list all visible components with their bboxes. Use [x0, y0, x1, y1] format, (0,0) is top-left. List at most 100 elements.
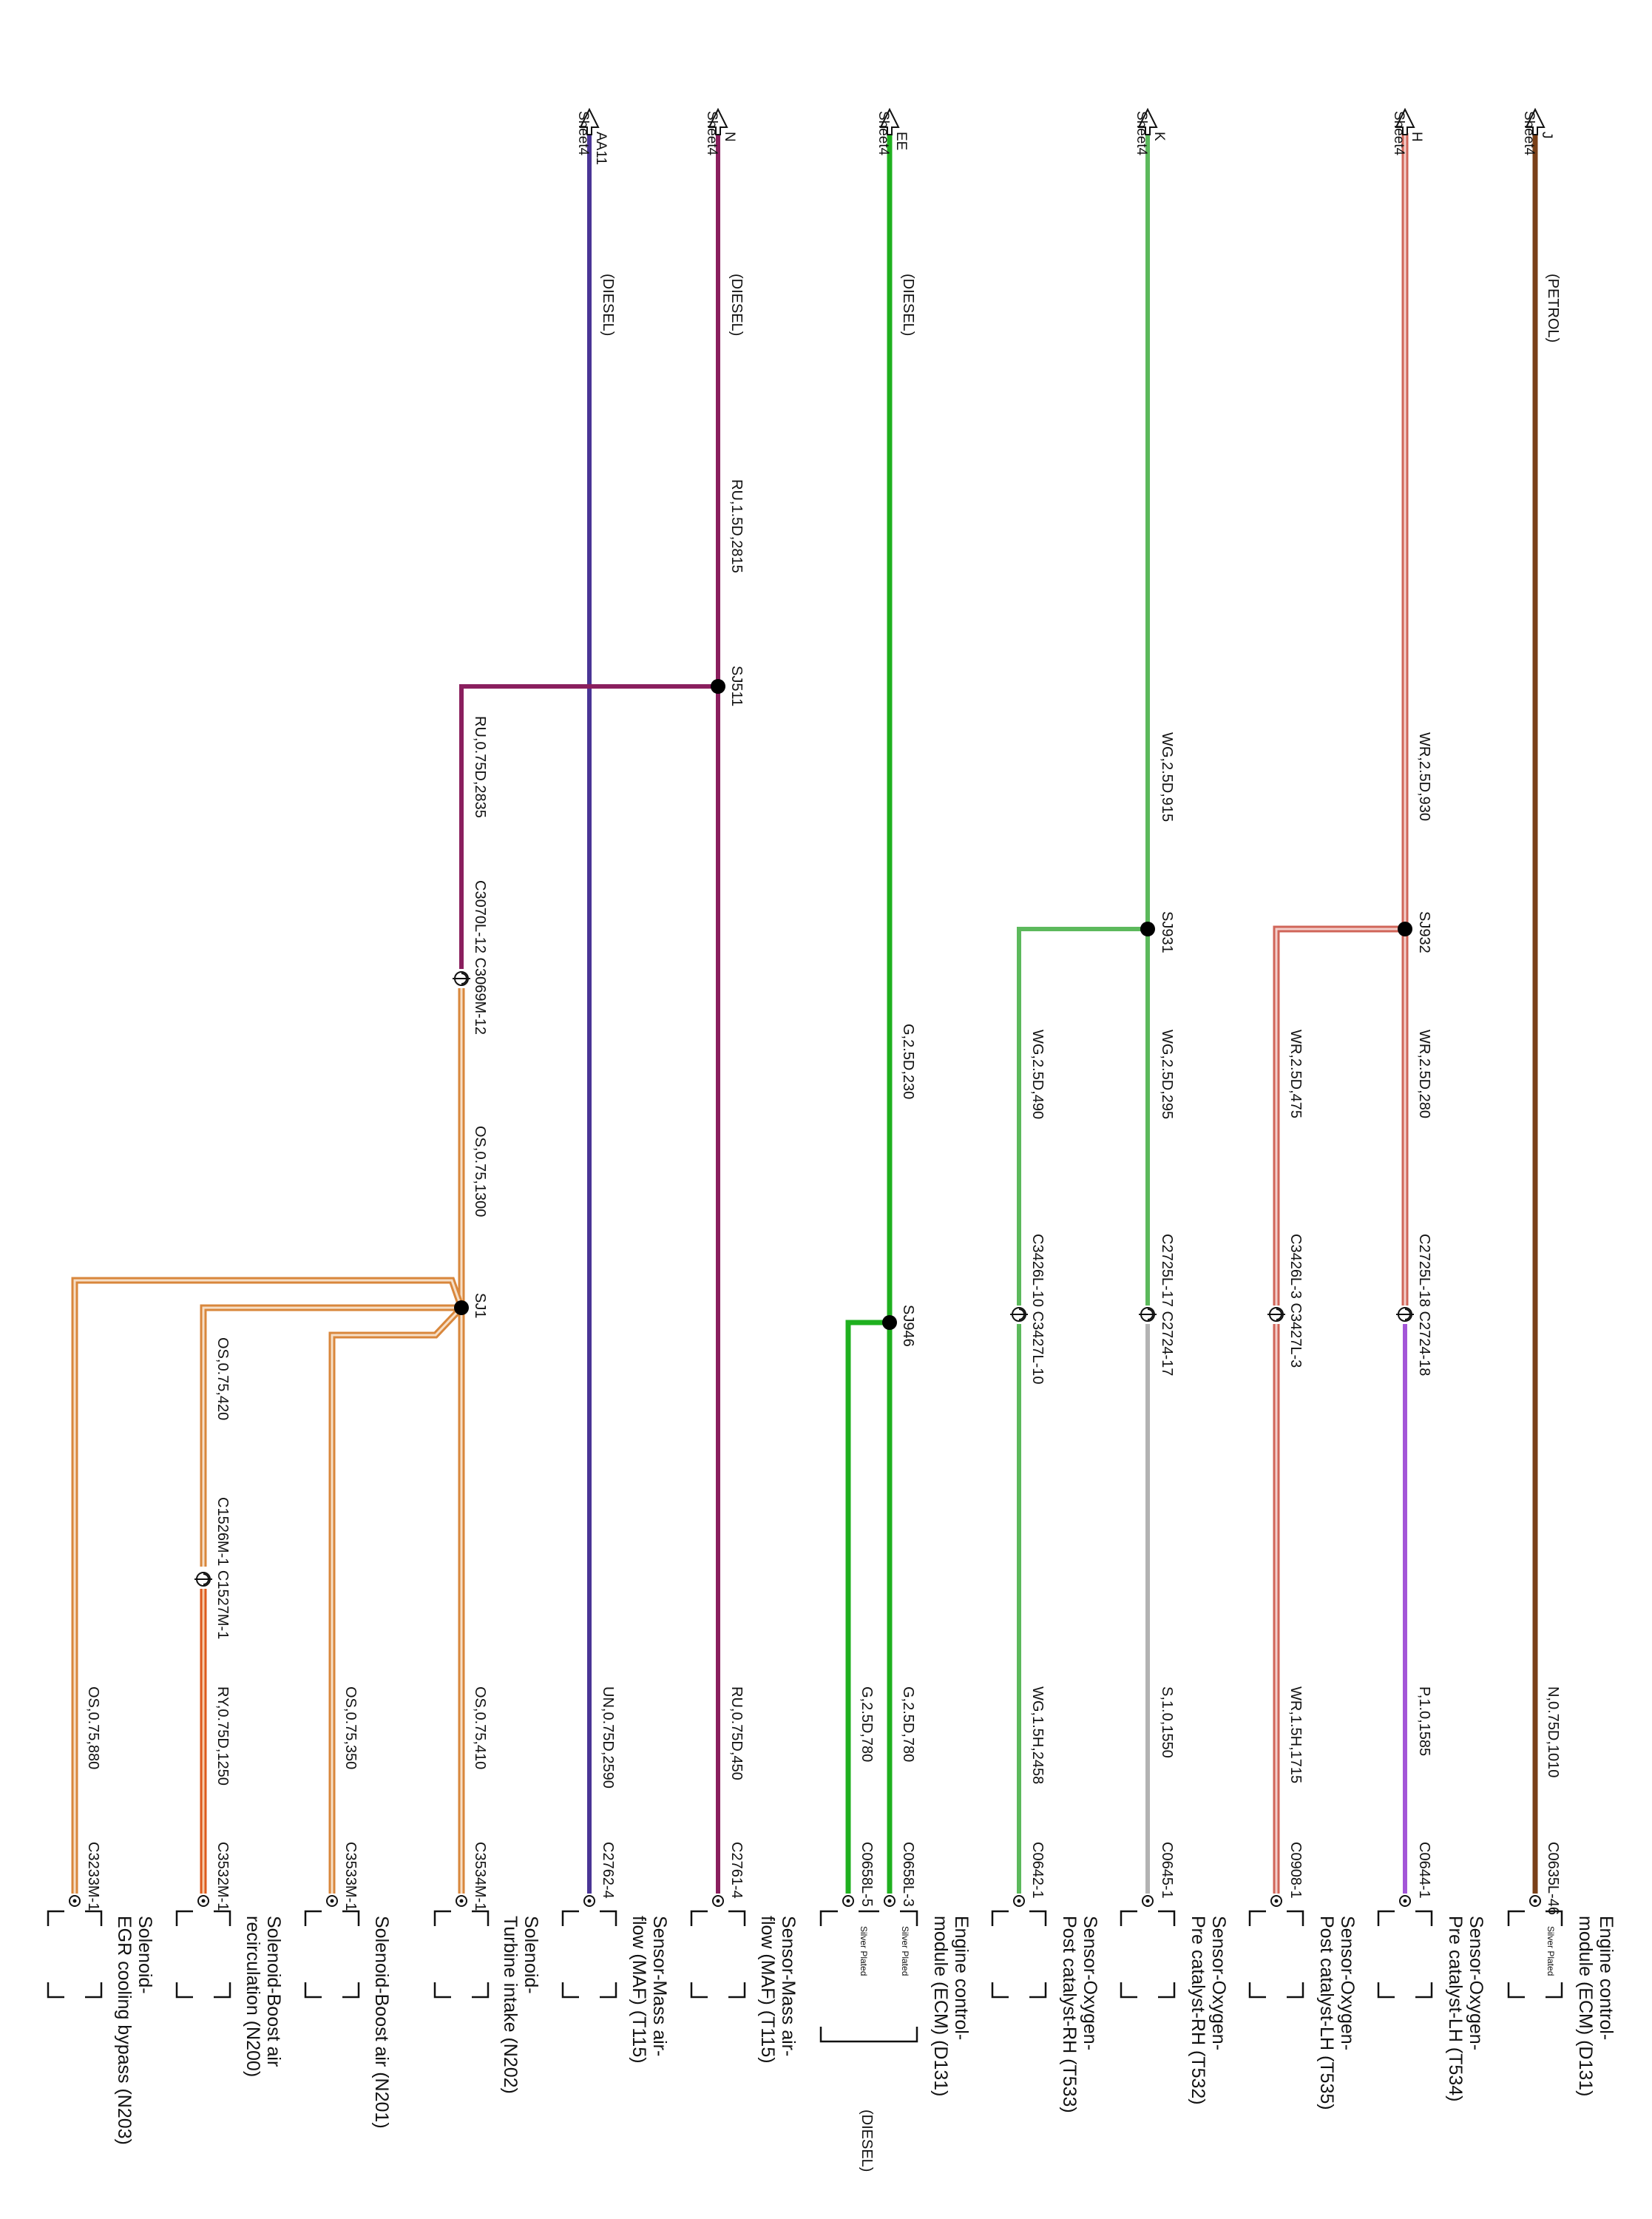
wire-os-group	[71, 988, 465, 1894]
connector-label: C3534M-1	[472, 1842, 488, 1911]
splice-dot-sj931	[1140, 922, 1155, 936]
mode-label: (DIESEL)	[728, 274, 745, 336]
component-label: Solenoid-	[135, 1916, 155, 1994]
wire-spec-label: G,2.5D,780	[859, 1686, 875, 1762]
component-bracket-t535	[1248, 1910, 1304, 1999]
component-labels: Engine control- module (ECM) (D131) Sens…	[114, 1916, 1617, 2145]
connector-label: C0644-1	[1416, 1842, 1432, 1899]
sheet-letter: J	[1539, 132, 1554, 139]
mode-label: (DIESEL)	[859, 2110, 875, 2172]
component-bracket-t534	[1377, 1910, 1433, 1999]
connector-label: C0908-1	[1287, 1842, 1304, 1899]
wire-spec-label: WR,2.5D,475	[1287, 1030, 1304, 1118]
mode-label: (DIESEL)	[600, 274, 616, 336]
inline-connector-icon	[1267, 1307, 1285, 1322]
component-label: Engine control-	[1596, 1916, 1617, 2040]
wire-spec-label: WG,2.5D,295	[1159, 1030, 1175, 1119]
inline-connector-label: C2725L-18 C2724-18	[1416, 1234, 1432, 1376]
plated-label: Silver Plated	[1546, 1926, 1556, 1976]
inline-connector-label: C2725L-17 C2724-17	[1159, 1234, 1175, 1376]
splice-label: SJ1	[472, 1293, 488, 1318]
component-bracket-n200	[175, 1910, 231, 1999]
component-label: Sensor-Oxygen-	[1080, 1916, 1100, 2050]
plated-label: Silver Plated	[900, 1926, 910, 1976]
wire-spec-label: N,0.75D,1010	[1545, 1686, 1561, 1777]
wire-spec-label: RY,0.75D,1250	[214, 1686, 231, 1786]
wire-k2	[1017, 927, 1148, 1894]
wire-spec-label: WR,1.5H,1715	[1287, 1686, 1304, 1783]
connector-label: C3532M-1	[214, 1842, 231, 1911]
arrow-up-icon	[1395, 107, 1415, 135]
wire-h2-inner	[1275, 928, 1405, 1894]
arrow-up-icon	[1137, 107, 1158, 135]
sheet-letter: K	[1151, 132, 1167, 141]
sheet-letter: EE	[893, 132, 909, 150]
terminal-connector-labels: C0635L-46 C0644-1 C0908-1 C0645-1 C0642-…	[85, 1842, 1561, 1915]
component-label: Sensor-Mass air-	[778, 1916, 799, 2056]
wire-spec-label: WG,2.5D,915	[1159, 732, 1175, 822]
sheet-letter: AA11	[593, 132, 609, 165]
component-label: Sensor-Oxygen-	[1337, 1916, 1358, 2050]
wire-spec-label: OS,0.75,880	[85, 1686, 101, 1769]
wire-spec-label: WG,1.5H,2458	[1029, 1686, 1046, 1784]
wire-spec-label: OS,0.75,350	[342, 1686, 359, 1769]
inline-connector-label: C3426L-10 C3427L-10	[1029, 1234, 1046, 1385]
arrow-up-icon	[579, 107, 600, 135]
inline-connector-label: C3070L-12 C3069M-12	[472, 880, 488, 1035]
sheet-label: Sheet4	[1521, 111, 1537, 156]
splice-dot-sj932	[1398, 922, 1412, 936]
sheet-letter: N	[722, 132, 737, 142]
connector-label: C3233M-1	[85, 1842, 101, 1911]
splice-label: SJ932	[1416, 911, 1432, 953]
inline-connector-icon	[194, 1572, 212, 1587]
component-label: Pre catalyst-RH (T532)	[1188, 1916, 1208, 2105]
component-label: Post catalyst-RH (T533)	[1059, 1916, 1080, 2113]
component-label: Engine control-	[951, 1916, 972, 2040]
wire-ee2	[845, 1320, 890, 1894]
wire-spec-label: RU,0.75D,2835	[472, 716, 488, 818]
component-bracket-ecm-petrol	[1507, 1910, 1563, 1999]
wire-spec-label: RU,1.5D,2815	[728, 479, 745, 573]
splice-dot-sj511	[711, 679, 725, 694]
sheet-arrows	[579, 107, 1546, 135]
inline-connector-labels: C2725L-18 C2724-18 C3426L-3 C3427L-3 C27…	[214, 880, 1432, 1639]
inline-connector-label: C1526M-1 C1527M-1	[214, 1497, 231, 1639]
component-bracket-ecm-diesel	[819, 1910, 918, 2043]
mode-label: (PETROL)	[1545, 274, 1561, 342]
splice-labels: SJ932 SJ931 SJ946 SJ511 SJ1	[472, 666, 1432, 1347]
sheet-label: Sheet4	[575, 111, 591, 156]
component-bracket-n201	[304, 1910, 360, 1999]
component-label: Sensor-Oxygen-	[1208, 1916, 1229, 2050]
spec-labels-upper: WR,2.5D,930 WG,2.5D,915 RU,1.5D,2815 RU,…	[214, 479, 1432, 1420]
wire-spec-label: UN,0.75D,2590	[600, 1686, 616, 1789]
inline-connector-icon	[1010, 1307, 1028, 1322]
wire-spec-label: OS,0.75,410	[472, 1686, 488, 1769]
wire-spec-label: WR,2.5D,930	[1416, 732, 1432, 821]
component-label: flow (MAF) (T115)	[629, 1916, 649, 2064]
wire-spec-label: G,2.5D,780	[900, 1686, 916, 1762]
inline-connector-label: C3426L-3 C3427L-3	[1287, 1234, 1304, 1368]
plated-label: Silver Plated	[859, 1926, 869, 1976]
connector-label: C0658L-5	[859, 1842, 875, 1907]
wire-n-branch	[459, 684, 718, 969]
sheet-letter: H	[1409, 132, 1424, 142]
mode-labels: (PETROL) (DIESEL) (DIESEL) (DIESEL) (DIE…	[600, 274, 1561, 2172]
splice-label: SJ946	[900, 1305, 916, 1347]
plated-labels: Silver Plated Silver Plated Silver Plate…	[859, 1926, 1556, 1976]
component-label: Solenoid-	[521, 1916, 541, 1994]
sheet-label: Sheet4	[1391, 111, 1406, 156]
component-bracket-n203	[47, 1910, 103, 1999]
component-bracket-n202	[433, 1910, 490, 1999]
component-label: module (ECM) (D131)	[930, 1916, 951, 2097]
component-label: Solenoid-Boost air	[263, 1916, 284, 2067]
connector-label: C0642-1	[1029, 1842, 1046, 1899]
component-label: module (ECM) (D131)	[1575, 1916, 1596, 2097]
sheet-labels: Sheet4 J Sheet4 H Sheet4 K Sheet4 EE She…	[575, 111, 1554, 165]
arrow-up-icon	[708, 107, 728, 135]
wire-segments	[71, 133, 1538, 1894]
inline-connectors	[194, 971, 1414, 1587]
inline-connector-icon	[1139, 1307, 1157, 1322]
connector-label: C2762-4	[600, 1842, 616, 1899]
wire-spec-label: G,2.5D,230	[900, 1024, 916, 1099]
